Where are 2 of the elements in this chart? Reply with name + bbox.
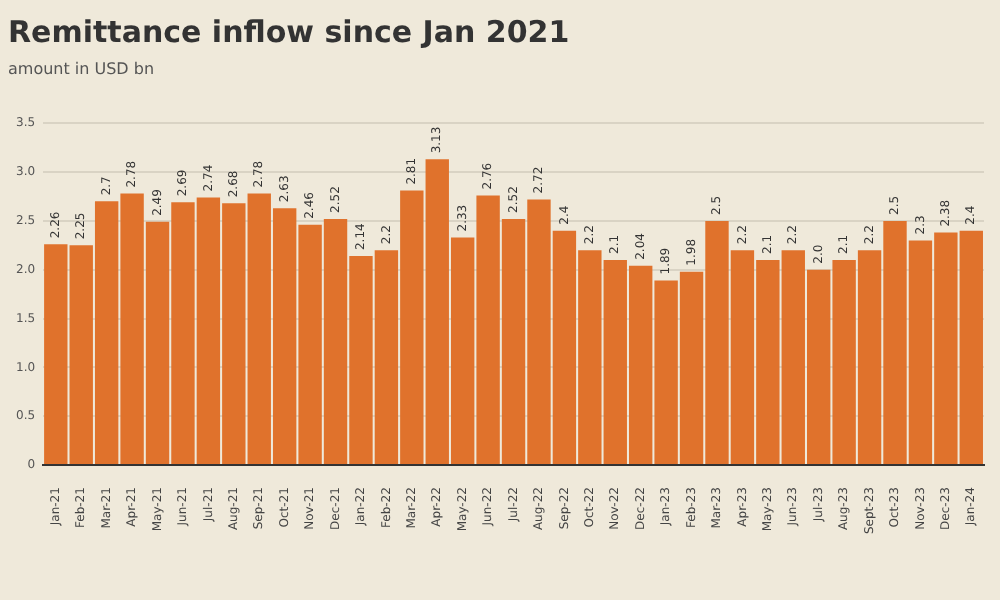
chart-subtitle: amount in USD bn [8, 59, 155, 78]
chart-title: Remittance inflow since Jan 2021 [8, 13, 570, 50]
